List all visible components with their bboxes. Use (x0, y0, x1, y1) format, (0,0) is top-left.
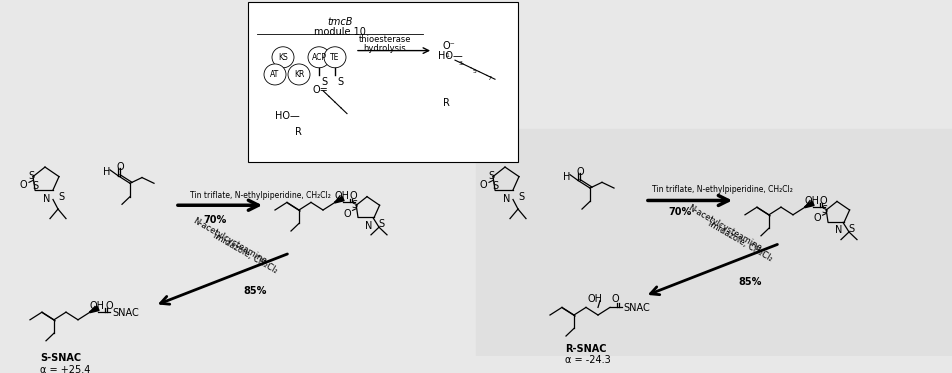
Text: 70%: 70% (667, 207, 691, 217)
Text: N-acetylcysteamine: N-acetylcysteamine (685, 203, 763, 253)
Text: ACP: ACP (311, 53, 327, 62)
Text: 1: 1 (445, 53, 448, 59)
Text: S: S (378, 219, 384, 229)
Text: S: S (58, 192, 64, 202)
Text: H: H (103, 167, 109, 177)
Text: Tin triflate, N-ethylpiperidine, CH₂Cl₂: Tin triflate, N-ethylpiperidine, CH₂Cl₂ (189, 191, 330, 200)
Text: O: O (19, 181, 27, 191)
Text: Tin triflate, N-ethylpiperidine, CH₂Cl₂: Tin triflate, N-ethylpiperidine, CH₂Cl₂ (651, 185, 792, 194)
Text: N: N (365, 221, 372, 231)
Polygon shape (334, 197, 344, 203)
Text: O: O (813, 213, 821, 223)
Text: S: S (847, 224, 854, 234)
Text: OH: OH (89, 301, 105, 311)
Bar (248, 2, 518, 162)
Text: O: O (611, 294, 619, 304)
Polygon shape (89, 306, 99, 313)
Text: 3: 3 (459, 61, 463, 66)
Text: S: S (487, 171, 493, 181)
Text: N: N (43, 194, 50, 204)
Text: O: O (576, 167, 584, 177)
Text: O: O (116, 162, 124, 172)
Text: OH: OH (335, 191, 349, 201)
Text: O=: O= (312, 85, 328, 95)
Text: KR: KR (293, 70, 304, 79)
Text: O: O (819, 196, 826, 206)
Text: OH: OH (804, 196, 819, 206)
Bar (475, 129, 952, 356)
Text: OH: OH (587, 294, 603, 304)
Text: HO—: HO— (438, 51, 463, 60)
Text: SNAC: SNAC (112, 308, 139, 318)
Text: O: O (479, 181, 486, 191)
Text: KS: KS (278, 53, 288, 62)
Text: S: S (28, 171, 34, 181)
Text: O: O (343, 209, 350, 219)
Text: N-acetylcysteamine: N-acetylcysteamine (191, 216, 268, 265)
Text: α = +25.4: α = +25.4 (40, 365, 90, 373)
Text: hydrolysis: hydrolysis (364, 44, 406, 53)
Text: O: O (105, 301, 112, 311)
Text: thioesterase: thioesterase (358, 35, 411, 44)
Text: 85%: 85% (243, 286, 267, 297)
Text: O: O (349, 191, 357, 201)
Text: 7: 7 (486, 76, 490, 81)
Text: S: S (321, 77, 327, 87)
Text: imidazole, CH₂Cl₂: imidazole, CH₂Cl₂ (211, 231, 278, 275)
Polygon shape (803, 201, 813, 208)
Circle shape (324, 47, 346, 68)
Circle shape (264, 64, 286, 85)
Text: O⁻: O⁻ (443, 41, 455, 51)
Circle shape (307, 47, 329, 68)
Text: α = -24.3: α = -24.3 (565, 355, 610, 365)
Text: 70%: 70% (203, 215, 227, 225)
Text: N: N (834, 226, 842, 235)
Text: S: S (351, 200, 357, 210)
Text: R: R (443, 98, 449, 108)
Text: 5: 5 (472, 69, 476, 74)
Text: S: S (821, 205, 826, 215)
Circle shape (288, 64, 309, 85)
Text: HO—: HO— (275, 111, 300, 121)
Text: S-SNAC: S-SNAC (40, 353, 81, 363)
Text: R-SNAC: R-SNAC (565, 344, 605, 354)
Text: 85%: 85% (738, 277, 761, 287)
Text: R: R (295, 127, 302, 137)
Text: S: S (491, 181, 498, 191)
Text: imidazole, CH₂Cl₂: imidazole, CH₂Cl₂ (705, 219, 773, 263)
Text: tmcB: tmcB (327, 17, 352, 27)
Circle shape (271, 47, 293, 68)
Text: TE: TE (330, 53, 339, 62)
Text: SNAC: SNAC (623, 303, 649, 313)
Text: S: S (517, 192, 524, 202)
Text: H: H (562, 172, 569, 182)
Text: S: S (337, 77, 343, 87)
Text: S: S (32, 181, 38, 191)
Text: module 10: module 10 (314, 27, 366, 37)
Text: AT: AT (270, 70, 279, 79)
Text: N: N (503, 194, 510, 204)
